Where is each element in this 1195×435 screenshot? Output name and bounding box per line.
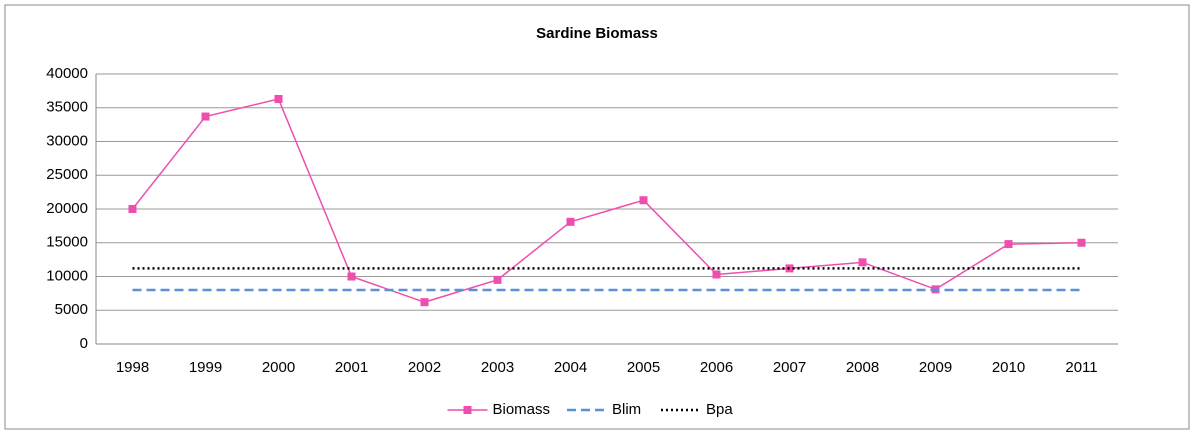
- data-point: [858, 258, 867, 267]
- x-tick-label: 2006: [700, 359, 733, 376]
- chart-frame: [4, 4, 1190, 430]
- series-line: [131, 98, 1082, 303]
- data-point: [128, 205, 137, 213]
- x-tick-label: 2010: [992, 359, 1025, 376]
- y-tick-label: 25000: [46, 166, 88, 183]
- y-tick-label: 35000: [46, 99, 88, 116]
- x-tick-label: 2005: [627, 359, 660, 376]
- y-tick-label: 10000: [46, 267, 88, 284]
- data-point: [639, 196, 648, 205]
- y-tick-label: 30000: [46, 132, 88, 149]
- x-tick-label: 2003: [481, 359, 514, 376]
- y-tick-label: 20000: [46, 200, 88, 217]
- x-tick-label: 2008: [846, 359, 879, 376]
- x-tick-label: 2004: [554, 359, 587, 376]
- data-point: [347, 272, 356, 281]
- legend-marker: [463, 406, 472, 414]
- data-point: [274, 94, 283, 103]
- x-tick-label: 2002: [408, 359, 441, 376]
- legend-label: Blim: [612, 401, 641, 418]
- x-tick-label: 2011: [1065, 359, 1097, 376]
- data-point: [201, 112, 210, 121]
- data-point: [566, 217, 575, 226]
- y-tick-label: 40000: [46, 65, 88, 82]
- legend-label: Biomass: [493, 401, 551, 418]
- y-tick-label: 5000: [55, 301, 88, 318]
- x-tick-label: 2001: [335, 359, 368, 376]
- data-point: [420, 298, 429, 307]
- data-point: [1077, 238, 1086, 247]
- data-point: [1004, 240, 1013, 249]
- x-tick-label: 1998: [116, 359, 149, 376]
- data-point: [712, 270, 721, 279]
- chart-title: Sardine Biomass: [536, 25, 658, 42]
- y-tick-label: 0: [80, 335, 88, 352]
- legend-label: Bpa: [706, 401, 733, 418]
- x-tick-label: 2000: [262, 359, 295, 376]
- y-tick-label: 15000: [46, 234, 88, 251]
- x-tick-label: 2007: [773, 359, 806, 376]
- data-point: [493, 275, 502, 284]
- x-tick-label: 1999: [189, 359, 222, 376]
- x-tick-label: 2009: [919, 359, 952, 376]
